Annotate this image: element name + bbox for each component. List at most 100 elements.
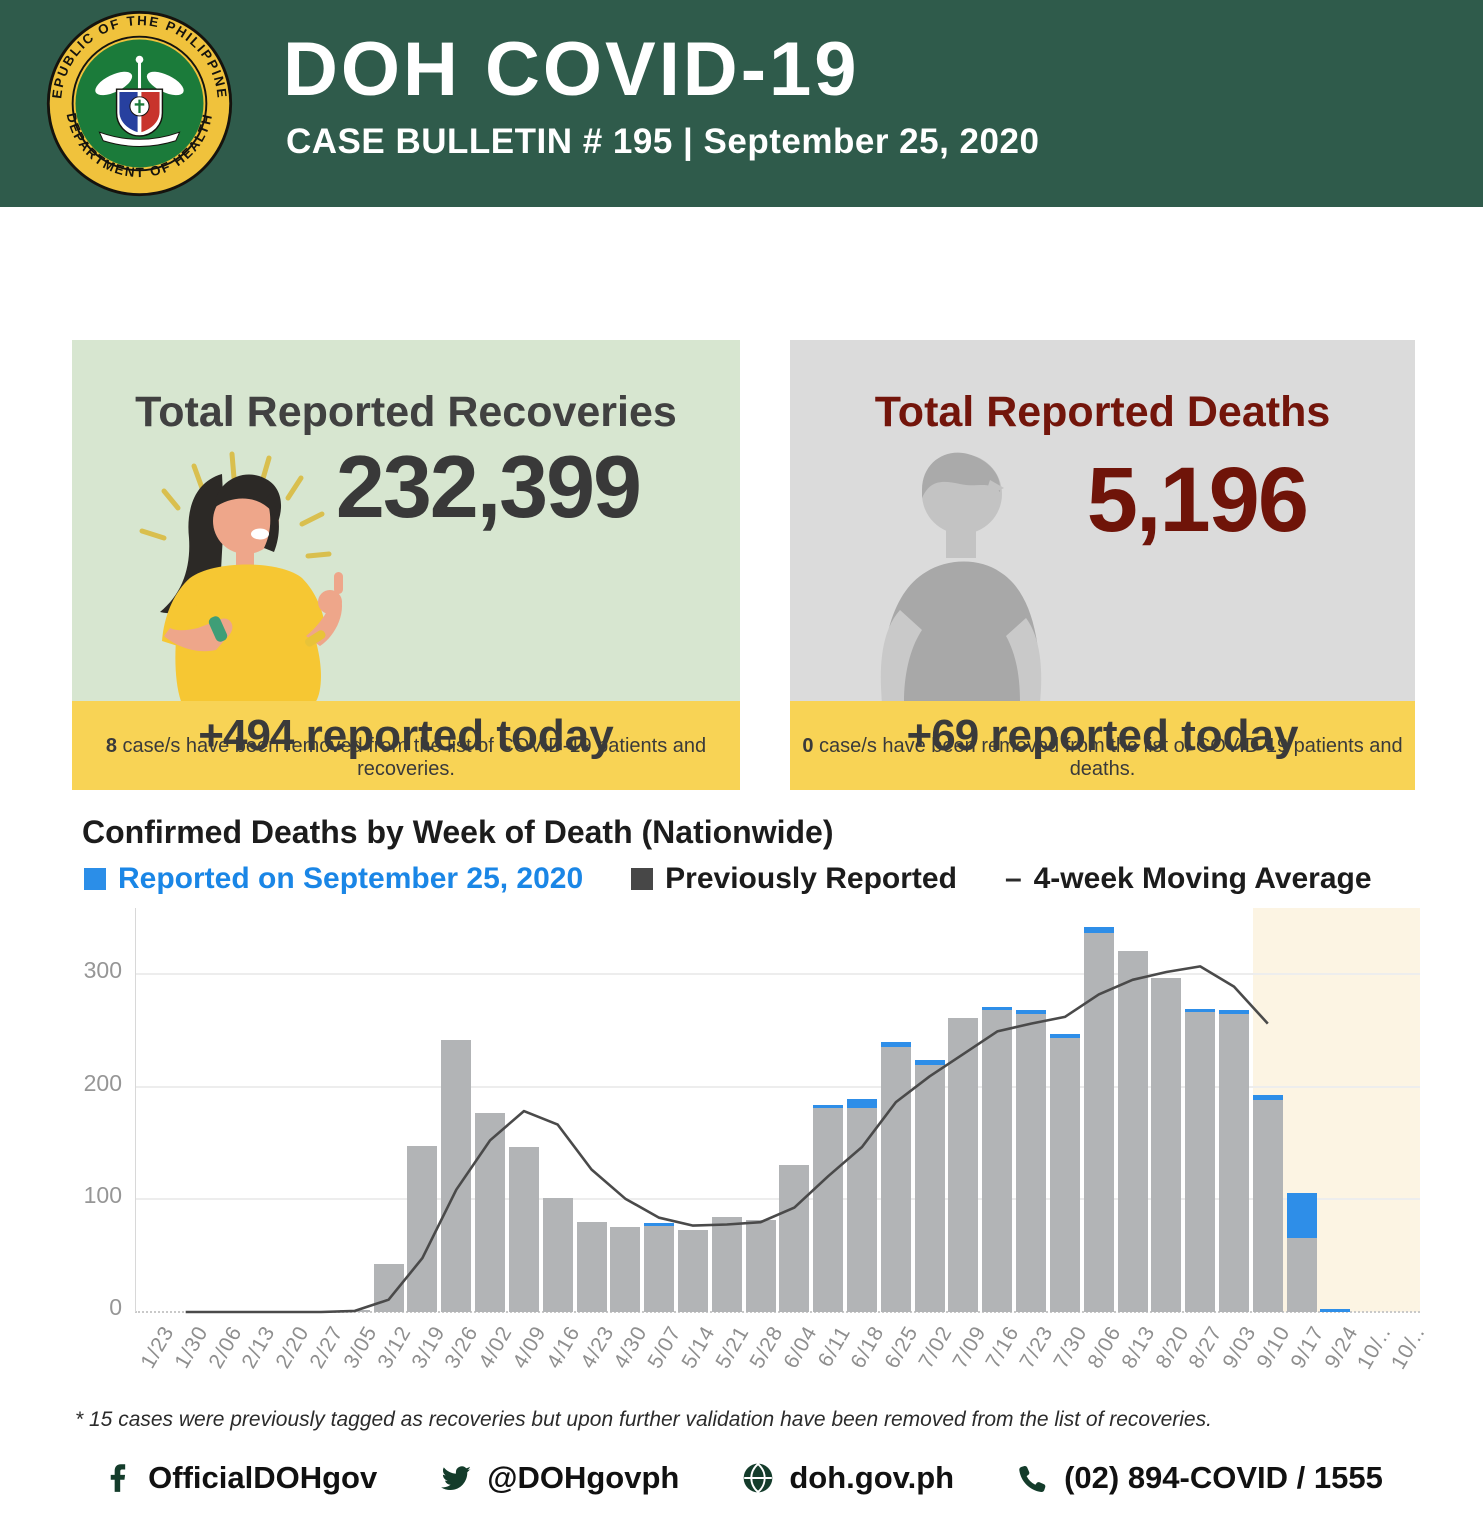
legend-item-reported: Reported on September 25, 2020 xyxy=(84,862,583,896)
x-axis-tick-label: 3/19 xyxy=(406,1322,450,1373)
deceased-person-silhouette xyxy=(880,452,1042,701)
recoveries-removed-count: 8 xyxy=(105,735,117,757)
x-axis-tick-label: 8/13 xyxy=(1117,1322,1160,1373)
x-axis-tick-label: 5/28 xyxy=(745,1322,788,1373)
social-row: OfficialDOHgov @DOHgovph doh.gov.ph (02)… xyxy=(0,1460,1483,1496)
bar-previously-reported xyxy=(1219,1013,1249,1312)
hotline-number: (02) 894-COVID / 1555 xyxy=(1064,1460,1383,1495)
x-axis-tick-label: 3/12 xyxy=(373,1322,416,1373)
deaths-delta-text: reported today xyxy=(990,711,1299,760)
bar-previously-reported xyxy=(914,1065,945,1312)
x-axis-tick-label: 1/30 xyxy=(170,1322,213,1373)
bar-previously-reported xyxy=(644,1225,675,1312)
x-axis-tick-label: 9/03 xyxy=(1218,1322,1261,1373)
legend-previous-label: Previously Reported xyxy=(665,862,957,895)
x-axis-tick-label: 5/14 xyxy=(677,1322,720,1373)
x-axis-tick-label: 3/26 xyxy=(440,1322,484,1373)
bar-reported-today xyxy=(813,1104,844,1108)
legend-reported-label: Reported on September 25, 2020 xyxy=(118,862,584,895)
bar-previously-reported xyxy=(813,1107,844,1312)
y-axis-tick-label: 100 xyxy=(83,1181,122,1208)
bar-previously-reported xyxy=(1286,1237,1317,1312)
bar-previously-reported xyxy=(542,1197,573,1312)
chart-title: Confirmed Deaths by Week of Death (Natio… xyxy=(82,814,834,850)
x-axis-tick-label: 6/11 xyxy=(813,1322,856,1372)
hotline-link[interactable]: (02) 894-COVID / 1555 xyxy=(1016,1460,1383,1496)
deaths-removed-note: 0 case/s have been removed from the list… xyxy=(790,735,1415,781)
bar-reported-today xyxy=(1219,1010,1249,1014)
x-axis-tick-label: 3/05 xyxy=(339,1322,382,1373)
deaths-delta-band: +69 reported today 0 case/s have been re… xyxy=(790,701,1415,790)
x-axis-tick-label: 6/18 xyxy=(846,1322,889,1373)
recoveries-delta-text: reported today xyxy=(305,711,614,760)
x-axis-tick-label: 6/25 xyxy=(880,1322,923,1373)
website-link[interactable]: doh.gov.ph xyxy=(741,1460,954,1496)
recoveries-removed-note: 8 case/s have been removed from the list… xyxy=(72,735,740,781)
x-axis-tick-label: 8/06 xyxy=(1083,1322,1126,1373)
deaths-removed-count: 0 xyxy=(802,735,814,757)
x-axis-tick-label: 10/.. xyxy=(1387,1322,1430,1374)
bar-previously-reported xyxy=(576,1222,607,1312)
y-axis-tick-label: 200 xyxy=(83,1069,122,1096)
x-axis-tick-label: 7/09 xyxy=(948,1322,991,1373)
bar-previously-reported xyxy=(610,1226,641,1312)
x-axis-baseline xyxy=(135,1311,1420,1313)
bar-reported-today xyxy=(880,1041,911,1048)
facebook-link[interactable]: OfficialDOHgov xyxy=(100,1460,377,1496)
doh-seal-logo: REPUBLIC OF THE PHILIPPINES DEPARTMENT O… xyxy=(44,8,233,197)
x-axis-tick-label: 2/27 xyxy=(305,1322,348,1373)
recoveries-card-main: Total Reported Recoveries 232,399 xyxy=(72,340,740,701)
bar-reported-today xyxy=(1320,1309,1351,1312)
x-axis-tick-label: 7/30 xyxy=(1049,1322,1092,1373)
bar-reported-today xyxy=(1049,1033,1080,1039)
bar-reported-today xyxy=(1286,1193,1317,1238)
rays-icon xyxy=(139,451,332,559)
moving-average-line-swatch: – xyxy=(1004,862,1022,895)
bar-previously-reported xyxy=(982,1010,1013,1312)
deaths-card: Total Reported Deaths 5,196 +69 reported… xyxy=(790,340,1415,790)
phone-icon xyxy=(1019,1465,1046,1493)
x-axis-tick-label: 10/.. xyxy=(1353,1322,1397,1374)
footnote: * 15 cases were previously tagged as rec… xyxy=(75,1408,1212,1431)
bar-previously-reported xyxy=(1185,1012,1216,1312)
y-axis-line xyxy=(135,908,136,1312)
twitter-link[interactable]: @DOHgovph xyxy=(439,1460,679,1496)
bar-previously-reported xyxy=(677,1230,708,1312)
bar-previously-reported xyxy=(1117,950,1148,1312)
bar-previously-reported xyxy=(1151,977,1182,1312)
deaths-delta-value: +69 xyxy=(906,711,980,760)
legend-moving-average-label: 4-week Moving Average xyxy=(1033,862,1372,895)
bar-previously-reported xyxy=(508,1147,539,1312)
twitter-icon xyxy=(441,1466,472,1491)
moving-average-line xyxy=(185,965,1269,1314)
recoveries-delta-band: +494 reported today 8 case/s have been r… xyxy=(72,701,740,790)
recovered-person-illustration xyxy=(139,451,343,701)
bar-previously-reported xyxy=(745,1219,776,1312)
bar-previously-reported xyxy=(948,1017,979,1312)
deaths-delta: +69 reported today xyxy=(790,711,1415,761)
bar-previously-reported xyxy=(880,1047,911,1312)
bar-reported-today xyxy=(982,1006,1013,1011)
gridline xyxy=(135,1085,1420,1088)
globe-icon xyxy=(744,1462,773,1494)
x-axis-tick-label: 1/23 xyxy=(136,1322,179,1373)
bar-reported-today xyxy=(1016,1010,1047,1014)
bar-reported-today xyxy=(914,1059,945,1066)
x-axis-tick-label: 2/13 xyxy=(237,1322,281,1373)
x-axis-tick-label: 4/09 xyxy=(508,1322,551,1373)
recoveries-total: 232,399 xyxy=(335,437,642,536)
x-axis-tick-label: 8/27 xyxy=(1184,1322,1228,1373)
x-axis-tick-label: 6/04 xyxy=(778,1322,822,1373)
bar-reported-today xyxy=(644,1222,675,1226)
page-title: DOH COVID-19 xyxy=(283,27,860,112)
x-axis-tick-label: 4/30 xyxy=(609,1322,653,1373)
twitter-handle: @DOHgovph xyxy=(487,1460,680,1495)
legend-item-moving-average: – 4-week Moving Average xyxy=(1005,862,1372,896)
deaths-total: 5,196 xyxy=(1086,449,1309,551)
bar-previously-reported xyxy=(1252,1099,1283,1312)
bar-previously-reported xyxy=(1016,1013,1047,1312)
bar-previously-reported xyxy=(847,1107,878,1312)
x-axis-tick-label: 4/02 xyxy=(474,1322,517,1373)
bar-previously-reported xyxy=(475,1113,506,1312)
